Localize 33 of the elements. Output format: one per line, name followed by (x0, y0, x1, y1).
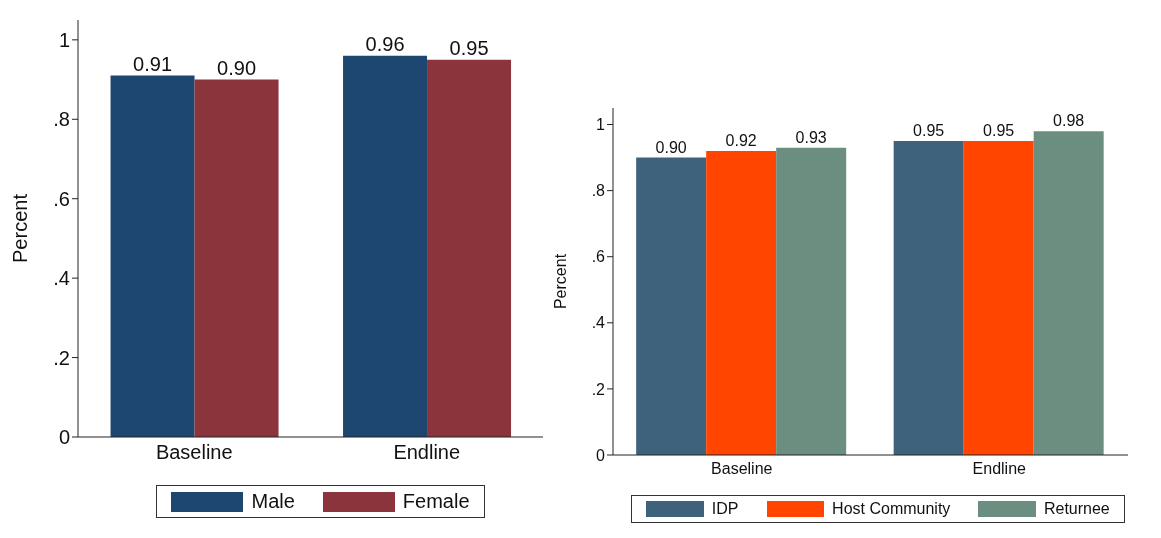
data-label: 0.90 (655, 138, 687, 156)
data-label: 0.90 (217, 56, 257, 79)
x-tick-label: Baseline (155, 441, 233, 464)
x-tick-label: Endline (393, 441, 461, 464)
data-label: 0.93 (795, 128, 827, 146)
y-tick-label: .2 (53, 346, 70, 369)
y-tick-label: 0 (596, 446, 606, 464)
x-tick-label: Baseline (711, 460, 773, 478)
x-tick-label: Endline (972, 460, 1027, 478)
legend-label: IDP (710, 500, 739, 518)
y-tick-label: .6 (591, 248, 606, 266)
y-axis-title: Percent (9, 193, 32, 263)
y-tick-label: .2 (591, 380, 606, 398)
y-tick-label: .4 (53, 267, 70, 290)
data-label: 0.98 (1053, 112, 1085, 130)
legend-label: Returnee (1042, 500, 1110, 518)
y-tick-label: .8 (591, 182, 606, 200)
data-label: 0.95 (983, 122, 1015, 140)
legend-label: Male (250, 490, 295, 513)
data-label: 0.91 (133, 52, 173, 75)
data-label: 0.92 (725, 131, 757, 149)
legend-label: Female (401, 490, 470, 513)
y-tick-label: 1 (58, 28, 70, 51)
legend-label: Host Community (831, 500, 951, 518)
y-tick-label: .6 (53, 187, 70, 210)
data-label: 0.95 (449, 36, 489, 59)
y-tick-label: 0 (58, 426, 70, 448)
y-tick-label: 1 (596, 116, 606, 134)
y-tick-label: .8 (53, 108, 70, 131)
data-label: 0.96 (365, 32, 405, 55)
y-tick-label: .4 (591, 314, 606, 332)
data-label: 0.95 (913, 122, 945, 140)
y-axis-title: Percent (551, 253, 569, 310)
